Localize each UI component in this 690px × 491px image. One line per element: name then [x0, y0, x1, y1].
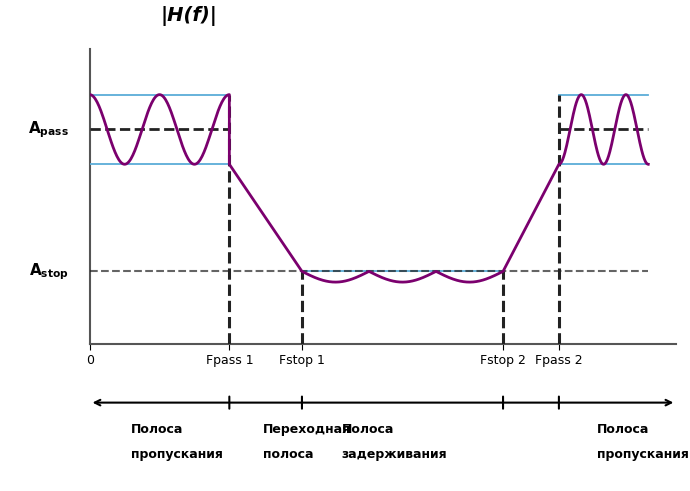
Text: полоса: полоса — [263, 448, 313, 461]
Text: пропускания: пропускания — [131, 448, 223, 461]
Text: |H(f)|: |H(f)| — [160, 5, 217, 26]
Text: Полоса: Полоса — [342, 423, 394, 436]
Text: задерживания: задерживания — [342, 448, 448, 461]
Text: $\mathbf{A_{stop}}$: $\mathbf{A_{stop}}$ — [28, 261, 68, 282]
Text: $\mathbf{A_{pass}}$: $\mathbf{A_{pass}}$ — [28, 119, 68, 140]
Text: Полоса: Полоса — [131, 423, 183, 436]
Text: пропускания: пропускания — [597, 448, 689, 461]
Text: Полоса: Полоса — [597, 423, 649, 436]
Text: Переходная: Переходная — [263, 423, 351, 436]
